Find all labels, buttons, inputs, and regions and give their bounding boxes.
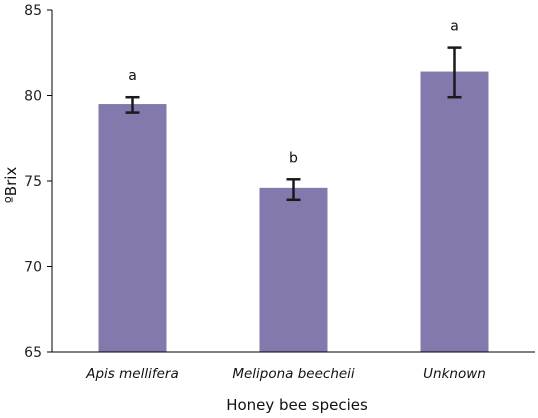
bar xyxy=(420,71,489,352)
error-bars xyxy=(125,46,462,202)
y-axis-ticks: 65 70 75 80 85 xyxy=(24,3,52,361)
bar xyxy=(98,104,167,352)
y-tick-label: 75 xyxy=(24,174,42,190)
bars xyxy=(98,71,489,352)
x-category-label: Unknown xyxy=(423,366,486,382)
bar xyxy=(259,187,328,352)
x-category-label: Apis mellifera xyxy=(85,366,178,382)
significance-letters: a b a xyxy=(128,19,459,167)
y-tick-label: 70 xyxy=(24,260,42,276)
y-tick-label: 65 xyxy=(24,345,42,361)
x-axis-categories: Apis mellifera Melipona beecheii Unknown xyxy=(85,366,486,382)
x-axis-title: Honey bee species xyxy=(226,396,368,414)
significance-letter: b xyxy=(289,150,298,166)
x-category-label: Melipona beecheii xyxy=(232,366,355,382)
y-tick-label: 85 xyxy=(24,3,42,19)
significance-letter: a xyxy=(128,68,137,84)
significance-letter: a xyxy=(450,19,459,35)
y-tick-label: 80 xyxy=(24,89,42,105)
y-axis-title: ºBrix xyxy=(2,167,20,204)
